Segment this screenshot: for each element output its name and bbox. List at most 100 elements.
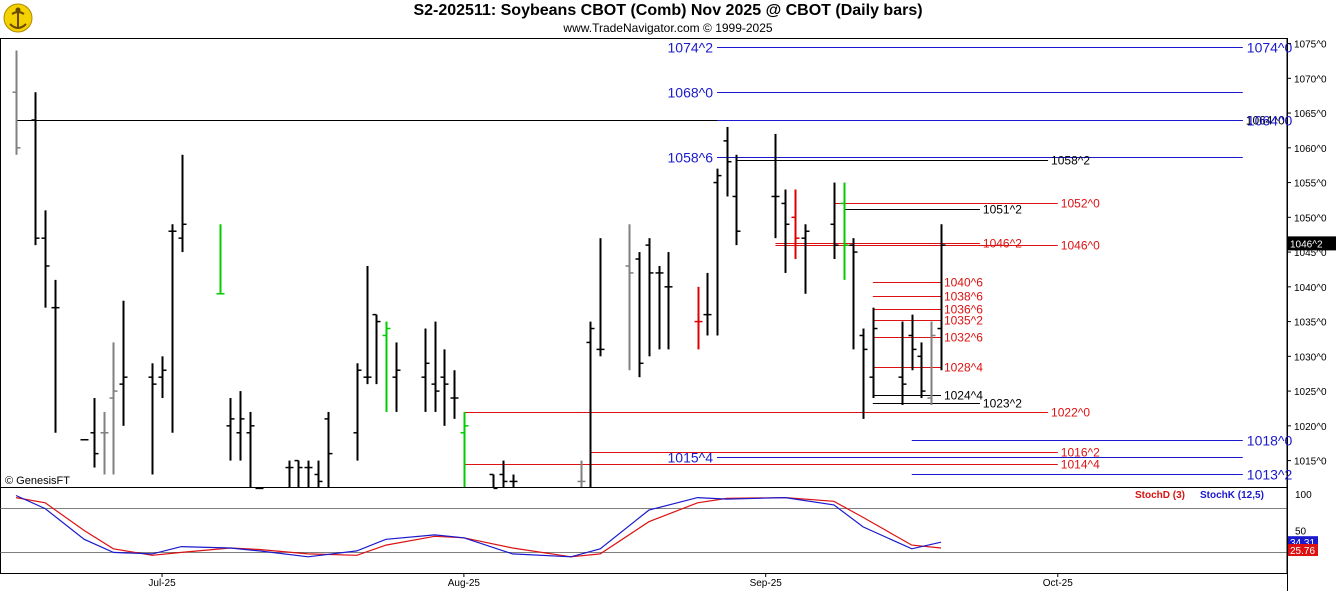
price-bar-2025-08-21 [655,265,664,350]
level-label-right-10: 1040^6 [944,276,983,290]
price-bar-2025-07-01 [158,356,167,399]
price-bar-2025-08-05 [499,460,508,487]
date-tick-label-3: Oct-25 [1043,578,1073,589]
price-bar-2025-07-18 [324,411,333,487]
price-bar-2025-08-29 [732,154,741,246]
price-tick-label-1055: 1055^0 [1294,179,1327,190]
level-label-left-1: 1068^0 [668,85,714,101]
price-tick-label-1070: 1070^0 [1294,74,1327,85]
price-bar-2025-08-28 [723,126,732,197]
price-tick-label-1040: 1040^0 [1294,283,1327,294]
price-bar-2025-06-24 [90,398,99,468]
price-tick-label-1050: 1050^0 [1294,213,1327,224]
price-bar-2025-06-27 [119,300,128,426]
price-bar-2025-06-16 [12,50,21,155]
level-label-right-3: 1064^0 [1247,113,1293,129]
date-tick-label-0: Jul-25 [148,578,176,589]
price-bar-2025-09-02 [771,133,780,239]
plot-border [0,38,1288,574]
price-bar-2025-09-12 [869,307,878,399]
level-label-right-12: 1036^6 [944,303,983,317]
price-bar-2025-07-17 [314,460,323,487]
stoch-d-line [15,496,942,558]
price-bar-2025-08-25 [694,286,703,350]
level-label-right-17: 1023^2 [983,397,1022,411]
price-tick-label-1015: 1015^0 [1294,457,1327,468]
level-label-right-7: 1051^2 [983,203,1022,217]
price-bar-2025-07-15 [294,459,303,487]
price-bar-2025-09-15 [898,321,907,405]
level-label-right-8: 1046^2 [983,237,1022,251]
genesis-watermark: © GenesisFT [5,475,70,487]
price-bar-2025-09-11 [859,328,868,419]
level-label-right-22: 1014^4 [1061,458,1100,472]
price-bar-2025-07-22 [363,265,372,385]
price-tick-label-1025: 1025^0 [1294,387,1327,398]
price-bar-2025-08-15 [596,238,605,357]
price-bar-2025-08-27 [713,168,722,336]
price-tick-label-1035: 1035^0 [1294,318,1327,329]
price-bar-2025-07-29 [431,321,440,412]
level-label-left-4: 1058^6 [668,150,714,166]
stoch-tick-label-50: 50 [1295,527,1307,538]
price-bar-2025-08-04 [489,473,498,490]
plot-frame: © GenesisFT [0,38,1288,591]
stoch-k-line [15,494,942,558]
price-bar-2025-09-19 [937,224,946,371]
last-price-label: 1046^2 [1290,239,1323,250]
price-bar-2025-07-31 [450,370,459,419]
level-label-right-13: 1035^2 [944,314,983,328]
price-bar-2025-08-26 [703,272,712,336]
price-bar-2025-07-02 [168,224,177,433]
level-label-left-21: 1015^4 [668,450,714,466]
price-bar-2025-07-28 [421,328,430,412]
stoch-k-legend: StochK (12,5) [1200,490,1264,501]
level-label-right-20: 1016^2 [1061,446,1100,460]
price-tick-label-1020: 1020^0 [1294,422,1327,433]
level-label-right-5: 1058^2 [1051,154,1090,168]
price-tick-label-1065: 1065^0 [1294,109,1327,120]
price-bar-2025-07-07 [216,224,225,295]
stoch-d-legend: StochD (3) [1135,490,1185,501]
price-bar-2025-09-08 [830,182,839,260]
stoch-k-value: 34.31 [1290,538,1315,549]
price-bar-2025-08-18 [625,224,634,371]
level-label-right-23: 1013^2 [1247,467,1293,483]
price-bar-2025-08-19 [635,252,644,378]
price-bar-2025-07-03 [178,154,187,253]
chart-subtitle: www.TradeNavigator.com © 1999-2025 [563,21,773,35]
price-bar-2025-07-11 [255,487,264,490]
price-bar-2025-08-13 [577,460,586,487]
date-tick-label-1: Aug-25 [448,578,481,589]
level-label-right-2: 1064^0 [1246,114,1285,128]
price-bar-2025-09-18 [927,321,936,405]
price-bar-2025-06-19 [41,210,50,308]
level-label-right-15: 1028^4 [944,361,983,375]
price-bar-2025-09-03 [781,189,790,273]
price-bar-2025-07-08 [226,398,235,461]
price-tick-label-1045: 1045^0 [1294,248,1327,259]
date-tick-label-2: Sep-25 [750,578,783,589]
price-bar-2025-07-23 [372,313,381,385]
price-bar-2025-09-10 [849,238,858,350]
level-label-right-16: 1024^4 [944,389,983,403]
price-bar-2025-08-22 [664,252,673,350]
price-bar-2025-07-21 [353,363,362,461]
price-bar-2025-07-24 [382,321,391,412]
price-bar-2025-06-25 [100,411,109,475]
level-label-right-6: 1052^0 [1061,197,1100,211]
price-bar-2025-07-10 [246,411,255,487]
price-bar-2025-09-17 [917,342,926,399]
stoch-d-tag [1288,544,1318,557]
price-bar-2025-09-05 [801,224,810,294]
price-bar-2025-08-20 [645,238,654,357]
price-bars [12,50,946,490]
price-bar-2025-06-30 [148,363,157,475]
last-price-tag [1288,236,1336,251]
price-bar-2025-09-16 [908,314,917,371]
price-bar-2025-06-18 [31,92,40,246]
price-bar-2025-08-14 [586,321,595,487]
price-bar-2025-07-09 [236,391,245,461]
